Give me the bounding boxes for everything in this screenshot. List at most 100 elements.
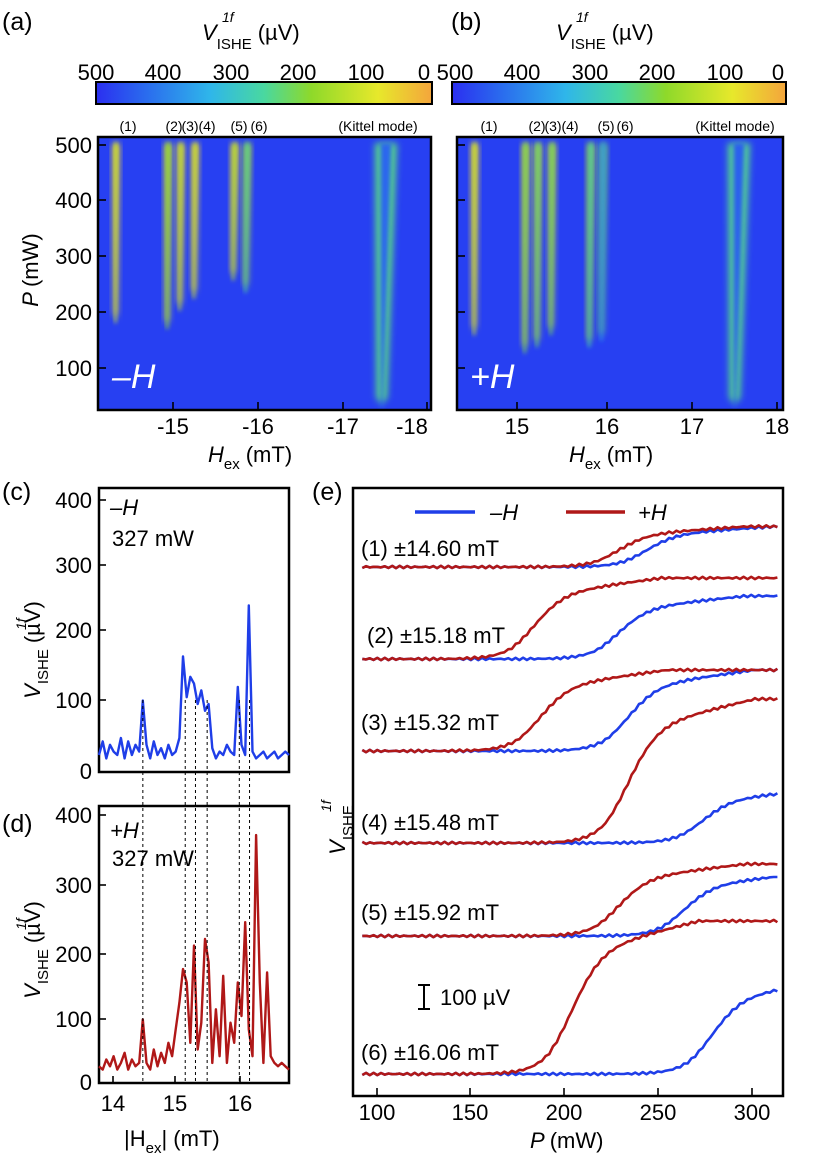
plot-c-ylabel-superscript: 1f: [13, 616, 29, 630]
colorbar-a-ticks: 500 400 300 200 100 0: [78, 60, 430, 85]
panel-label-e: (e): [312, 478, 343, 506]
plot-d-ylabel-superscript: 1f: [13, 916, 29, 930]
mode-label: (3): [181, 118, 198, 134]
scale-bar-label: 100 µV: [440, 985, 510, 1010]
colorbar-b-title: VISHE (µV): [556, 20, 654, 53]
heatmap-streak-core: [178, 143, 183, 311]
ylabel-symbol: V: [20, 682, 45, 699]
xlabel-unit: (mW): [550, 1128, 604, 1153]
plot-d-xticks: 14 15 16: [101, 1076, 252, 1116]
panel-b: (b) VISHE (µV) 1f 500 400 300 200 100 0 (…: [437, 8, 790, 473]
panel-a: (a) VISHE (µV) 1f 500 400 300 200 100 0 (…: [2, 8, 433, 473]
x-tick-label: 15: [505, 414, 529, 439]
plot-e-marks: [361, 523, 779, 1077]
colorbar-b: [451, 81, 787, 105]
colorbar-a-tick: 500: [78, 60, 115, 85]
heatmap-streak-core: [192, 143, 197, 299]
heatmap-streak-core: [588, 143, 593, 348]
xlabel-unit: (mT): [246, 442, 292, 467]
plot-e-ylabel-superscript: 1f: [318, 798, 334, 812]
ylabel-subscript: ISHE: [35, 949, 52, 984]
mode-labels-b: (1) (2) (3) (4) (5) (6) (Kittel mode): [480, 118, 774, 134]
heatmap-streak-core: [549, 143, 554, 336]
ylabel-symbol: V: [325, 838, 350, 855]
panel-label-b: (b): [451, 8, 482, 36]
x-tick-label: 14: [101, 1091, 125, 1116]
plot-d-frame: [97, 804, 291, 1085]
y-tick-label: 0: [80, 1070, 92, 1095]
plot-c-yticks: 0 100 200 300 400: [55, 488, 106, 784]
heatmap-streak-core: [380, 143, 392, 408]
y-tick-label: 400: [55, 188, 92, 213]
x-tick-label: 250: [640, 1100, 677, 1125]
ylabel-subscript: ISHE: [340, 805, 357, 840]
ylabel-unit: (µV): [20, 601, 45, 643]
heatmap-streak-core: [166, 143, 170, 329]
y-tick-label: 400: [55, 488, 92, 513]
x-tick-label: 17: [680, 414, 704, 439]
heatmap-b-yticks: [457, 144, 465, 369]
panel-label-d: (d): [2, 810, 33, 838]
mode-label: (2): [165, 118, 182, 134]
y-tick-label: 400: [55, 803, 92, 828]
plot-e-xticks: 100 150 200 250 300: [359, 1088, 770, 1125]
plot-d-xlabel: |Hex| (mT): [124, 1126, 220, 1157]
mode-label: (6): [616, 118, 633, 134]
plot-c-marks: [97, 604, 290, 760]
heatmap-b-xticks: 15 16 17 18: [505, 402, 789, 439]
power-curve-plus-H: [362, 575, 778, 662]
x-tick-label: -17: [327, 414, 359, 439]
y-tick-label: 0: [80, 759, 92, 784]
colorbar-b-tick: 100: [707, 60, 744, 85]
heatmap-a-frame: [96, 135, 433, 412]
colorbar-a-tick: 100: [348, 60, 385, 85]
heatmap-streak-core: [232, 143, 237, 281]
y-tick-label: 100: [55, 688, 92, 713]
plot-e-xlabel: P (mW): [530, 1128, 603, 1153]
power-curve-plus-H: [362, 861, 778, 939]
xlabel-subscript: ex: [146, 1140, 162, 1157]
heatmap-streak-core: [472, 143, 477, 336]
panel-c: (c) –H 327 mW 0 100 200 300 400 VISHE (µV…: [2, 478, 291, 784]
plot-c-ylabel: VISHE (µV): [20, 601, 52, 699]
y-tick-label: 300: [55, 553, 92, 578]
heatmap-a-ylabel: P (mW): [18, 233, 43, 306]
heatmap-b-streaks: [471, 143, 750, 408]
power-curve-plus-H: [361, 523, 778, 570]
mode-label: (4): [561, 118, 578, 134]
x-tick-label: -15: [157, 414, 189, 439]
colorbar-b-subscript: ISHE: [571, 36, 606, 53]
mode-label: (5): [597, 118, 614, 134]
colorbar-a-tick: 300: [213, 60, 250, 85]
heatmap-a-xticks: -15 -16 -17 -18: [157, 402, 428, 439]
heatmap-b-xlabel: Hex (mT): [569, 442, 653, 473]
x-tick-label: 15: [163, 1091, 187, 1116]
y-tick-label: 200: [55, 300, 92, 325]
colorbar-a-unit: (µV): [258, 20, 300, 45]
heatmap-a-yticks: 500 400 300 200 100: [55, 133, 106, 381]
curve-label: (3) ±15.32 mT: [361, 710, 499, 735]
x-tick-label: 200: [546, 1100, 583, 1125]
y-tick-label: 100: [55, 356, 92, 381]
xlabel-subscript: ex: [224, 456, 240, 473]
power-label-d: 327 mW: [112, 846, 194, 871]
heatmap-a-streaks: [112, 143, 397, 408]
heatmap-streak-core: [114, 143, 118, 323]
heatmap-b-frame: [455, 135, 785, 412]
colorbar-a-tick: 200: [280, 60, 317, 85]
plot-e-curve-labels: (1) ±14.60 mT (2) ±15.18 mT (3) ±15.32 m…: [361, 536, 505, 1065]
series-line: [98, 833, 290, 1071]
field-label-c: –H: [109, 495, 138, 520]
colorbar-b-tick: 200: [639, 60, 676, 85]
x-tick-label: -18: [396, 414, 428, 439]
power-curve-plus-H: [361, 696, 778, 846]
colorbar-a: [95, 81, 433, 105]
xlabel-symbol: H: [208, 442, 224, 467]
field-label-a: –H: [111, 358, 156, 396]
colorbar-b-unit: (µV): [612, 20, 654, 45]
panel-label-a: (a): [2, 8, 33, 36]
power-curve-plus-H: [361, 918, 779, 1077]
mode-label: (Kittel mode): [338, 118, 417, 134]
mode-label: (4): [198, 118, 215, 134]
